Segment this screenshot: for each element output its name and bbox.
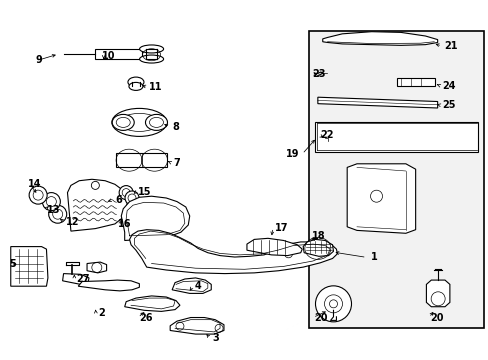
Bar (95, 49, 142, 59)
Text: 23: 23 (311, 69, 325, 79)
Polygon shape (124, 296, 180, 311)
Bar (396, 78, 434, 86)
Text: 27: 27 (76, 274, 89, 284)
Ellipse shape (112, 108, 166, 136)
Text: 7: 7 (173, 158, 180, 168)
Text: 5: 5 (9, 258, 16, 269)
Polygon shape (172, 278, 211, 293)
Text: 18: 18 (311, 231, 325, 241)
Ellipse shape (112, 114, 134, 130)
Text: 2: 2 (98, 308, 104, 318)
Text: 19: 19 (285, 149, 299, 159)
Text: 9: 9 (35, 55, 42, 66)
Polygon shape (62, 274, 89, 284)
Polygon shape (87, 262, 106, 273)
Ellipse shape (145, 114, 167, 130)
Bar (308, 31, 483, 328)
Text: 26: 26 (139, 312, 153, 323)
Text: 17: 17 (274, 222, 288, 233)
Circle shape (119, 186, 133, 199)
Text: 22: 22 (320, 130, 333, 140)
Polygon shape (116, 153, 167, 167)
Text: 6: 6 (115, 195, 122, 205)
Text: 1: 1 (370, 252, 377, 262)
Text: 20: 20 (314, 312, 327, 323)
Polygon shape (346, 164, 415, 233)
Text: 4: 4 (194, 281, 201, 291)
Text: 20: 20 (429, 312, 443, 323)
Text: 21: 21 (443, 41, 457, 51)
Text: 11: 11 (149, 82, 163, 92)
Polygon shape (67, 179, 127, 231)
Polygon shape (121, 196, 189, 240)
Polygon shape (246, 238, 302, 256)
Circle shape (42, 193, 60, 211)
Text: 8: 8 (172, 122, 179, 132)
Text: 14: 14 (28, 179, 42, 189)
Circle shape (125, 191, 139, 205)
Circle shape (29, 186, 47, 204)
Ellipse shape (129, 82, 142, 90)
Ellipse shape (128, 77, 143, 87)
Polygon shape (315, 122, 477, 152)
Text: 15: 15 (138, 186, 152, 197)
Text: 12: 12 (66, 217, 80, 228)
Circle shape (49, 205, 66, 223)
Text: 16: 16 (118, 219, 132, 229)
Polygon shape (322, 32, 437, 45)
Ellipse shape (139, 45, 163, 53)
Text: 25: 25 (442, 100, 455, 110)
Polygon shape (11, 247, 48, 286)
Polygon shape (317, 97, 437, 108)
Polygon shape (129, 230, 337, 274)
Ellipse shape (139, 55, 163, 63)
Polygon shape (78, 280, 139, 291)
Text: 3: 3 (212, 333, 219, 343)
Text: 13: 13 (46, 204, 60, 215)
Polygon shape (426, 280, 449, 307)
Text: 10: 10 (102, 51, 115, 61)
Circle shape (315, 286, 351, 322)
Polygon shape (303, 239, 333, 256)
Text: 24: 24 (442, 81, 455, 91)
Polygon shape (170, 318, 224, 334)
